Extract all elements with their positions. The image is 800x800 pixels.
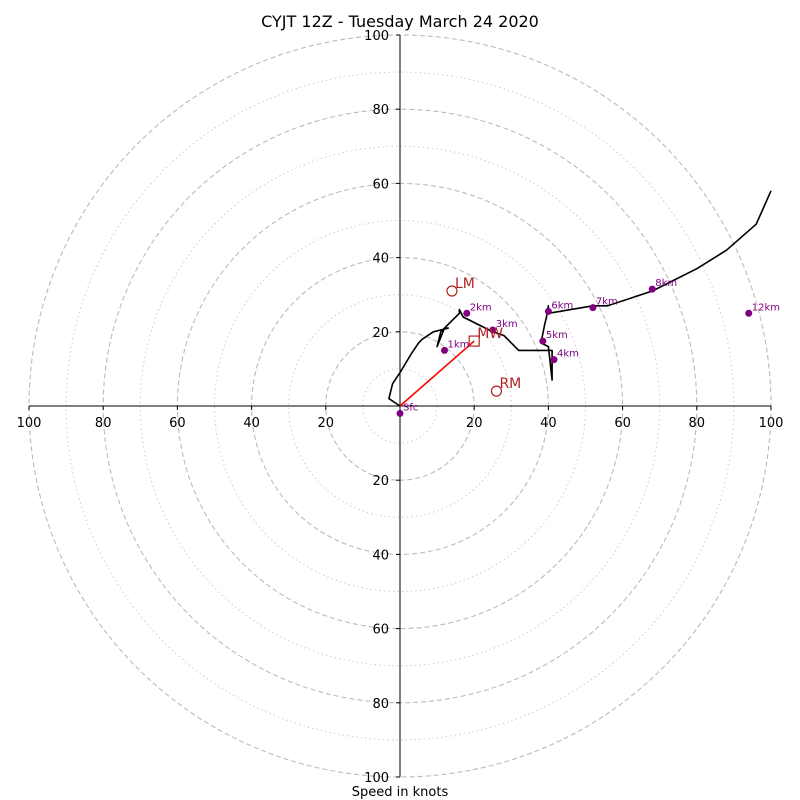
tick-labels: 100 80 60 40 20 20 40 60 80 100 100 80 60 40 20 20 40 60 8… [17,29,784,786]
x-tick-label: 100 [17,416,42,431]
x-tick-label: 20 [318,416,335,431]
height-label-6km: 6km [551,300,573,311]
x-tick-label: 40 [540,416,557,431]
y-tick-label: 20 [372,474,389,489]
y-tick-label: 100 [364,771,389,786]
storm-motion-lm [446,285,458,297]
x-tick-label: 80 [689,416,706,431]
x-tick-label: 60 [614,416,631,431]
height-marker-3km [489,326,497,334]
storm-label-lm: LM [455,276,475,292]
x-tick-label: 80 [95,416,112,431]
hodograph-trace [388,190,772,407]
y-tick-label: 60 [372,177,389,192]
height-label-7km: 7km [596,297,618,308]
mean-wind-vector [399,340,475,407]
y-tick-label: 40 [372,252,389,267]
height-marker-4km [550,356,558,364]
x-tick-label: 100 [759,416,784,431]
storm-motion-mw [468,335,480,347]
height-label-2km: 2km [470,302,492,313]
height-label-3km: 3km [496,319,518,330]
y-tick-label: 100 [364,29,389,44]
height-marker-1km [441,346,449,354]
chart-title: CYJT 12Z - Tuesday March 24 2020 [261,12,539,31]
storm-label-mw: MW [477,326,503,342]
height-marker-5km [539,337,547,345]
height-marker-8km [648,285,656,293]
height-label-8km: 8km [655,278,677,289]
y-tick-label: 80 [372,697,389,712]
height-label-sfc: Sfc [403,402,418,413]
height-marker-6km [544,307,552,315]
x-tick-label: 20 [466,416,483,431]
height-marker-7km [589,304,597,312]
x-tick-label: 60 [169,416,186,431]
height-marker-12km [745,309,753,317]
y-tick-label: 20 [372,326,389,341]
y-tick-label: 40 [372,548,389,563]
height-label-12km: 12km [752,302,780,313]
hodograph-trace-group [388,190,772,407]
height-label-1km: 1km [448,339,470,350]
y-tick-label: 80 [372,103,389,118]
storm-motion-markers: LM RM MW [446,276,521,397]
storm-label-rm: RM [499,376,521,392]
storm-motion-rm [490,385,503,397]
height-label-5km: 5km [546,330,568,341]
x-tick-label: 40 [243,416,260,431]
x-axis-label: Speed in knots [352,785,449,800]
height-marker-2km [463,309,471,317]
y-tick-label: 60 [372,623,389,638]
height-markers: Sfc 1km 2km 3km 4km 5km 6km 7km 8km 12km [396,278,780,417]
height-label-4km: 4km [557,349,579,360]
height-marker-sfc [396,409,404,417]
